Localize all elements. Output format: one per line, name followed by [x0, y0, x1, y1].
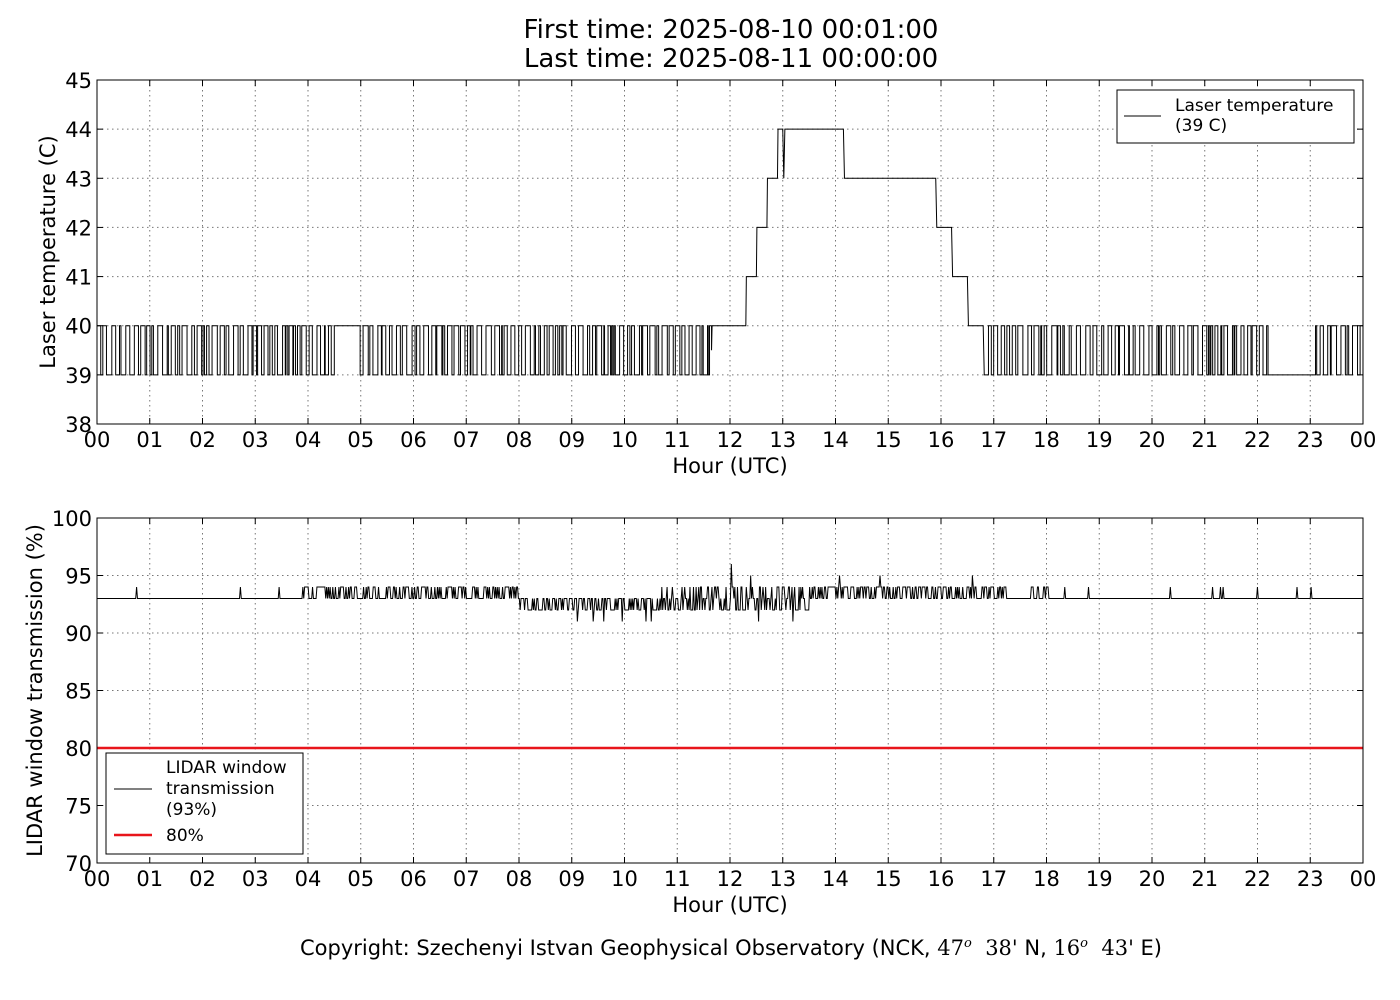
legend-label-lidar-transmission: (93%) [166, 800, 217, 820]
x-tick-label: 09 [558, 428, 585, 452]
y-tick-label: 42 [65, 216, 92, 240]
x-tick-label: 13 [769, 428, 796, 452]
y-tick-label: 41 [65, 266, 92, 290]
x-tick-label: 19 [1086, 867, 1113, 891]
x-tick-label: 19 [1086, 428, 1113, 452]
x-tick-label: 23 [1297, 428, 1324, 452]
footer-lat-deg: 47o 38' [937, 936, 1018, 960]
x-tick-label: 07 [453, 867, 480, 891]
legend-box [105, 752, 304, 855]
laser-temperature-chart: 00 01 02 03 04 05 06 07 08 09 10 11 12 13 14 15 16 17 18 19… [36, 69, 1376, 478]
axis-ticks: 00 01 02 03 04 05 06 07 08 09 10 11 12 13 14 15 16 17 18 19… [65, 69, 1376, 452]
legend-label-laser-temperature: (39 C) [1175, 116, 1227, 136]
y-tick-label: 38 [65, 413, 92, 437]
title-last-time: Last time: 2025-08-11 00:00:00 [523, 44, 939, 74]
x-tick-label: 05 [347, 428, 374, 452]
y-tick-label: 85 [65, 680, 92, 704]
legend-label-laser-temperature: Laser temperature [1175, 96, 1333, 116]
y-axis-label: Laser temperature (C) [36, 135, 60, 368]
x-tick-label: 05 [347, 867, 374, 891]
x-tick-label: 04 [295, 867, 322, 891]
x-tick-label: 07 [453, 428, 480, 452]
legend-label-lidar-transmission: transmission [166, 779, 275, 799]
y-tick-label: 90 [65, 622, 92, 646]
x-tick-label: 00 [1350, 428, 1377, 452]
y-tick-label: 43 [65, 167, 92, 191]
x-tick-label: 12 [717, 867, 744, 891]
x-tick-label: 09 [558, 867, 585, 891]
y-tick-label: 75 [65, 795, 92, 819]
x-tick-label: 08 [506, 867, 533, 891]
y-tick-label: 44 [65, 118, 92, 142]
x-tick-label: 13 [769, 867, 796, 891]
x-tick-label: 20 [1139, 867, 1166, 891]
x-tick-label: 00 [84, 867, 111, 891]
y-tick-label: 45 [65, 69, 92, 93]
x-tick-label: 06 [400, 428, 427, 452]
y-tick-label: 70 [65, 852, 92, 876]
axis-ticks: 00 01 02 03 04 05 06 07 08 09 10 11 12 13 14 15 16 17 18 19… [52, 507, 1376, 891]
x-axis-label: Hour (UTC) [672, 893, 787, 917]
y-tick-label: 95 [65, 565, 92, 589]
x-tick-label: 02 [189, 428, 216, 452]
x-tick-label: 06 [400, 867, 427, 891]
x-tick-label: 10 [611, 428, 638, 452]
series-line-lidar-transmission [97, 563, 1363, 622]
x-axis-label: Hour (UTC) [672, 454, 787, 478]
x-tick-label: 14 [822, 867, 849, 891]
x-tick-label: 11 [664, 428, 691, 452]
x-tick-label: 03 [242, 867, 269, 891]
x-tick-label: 01 [136, 428, 163, 452]
plot-frame [96, 517, 1364, 864]
x-tick-label: 22 [1244, 428, 1271, 452]
footer-lon-deg: 16o 43' [1053, 936, 1134, 960]
x-tick-label: 11 [664, 867, 691, 891]
x-tick-label: 12 [717, 428, 744, 452]
title-first-time: First time: 2025-08-10 00:01:00 [523, 15, 939, 45]
legend: Laser temperature(39 C) [1116, 89, 1355, 144]
x-tick-label: 18 [1033, 428, 1060, 452]
x-tick-label: 00 [1350, 867, 1377, 891]
y-tick-label: 39 [65, 364, 92, 388]
x-tick-label: 20 [1139, 428, 1166, 452]
x-tick-label: 17 [980, 428, 1007, 452]
x-tick-label: 16 [928, 867, 955, 891]
x-tick-label: 21 [1191, 428, 1218, 452]
y-tick-label: 40 [65, 315, 92, 339]
x-tick-label: 03 [242, 428, 269, 452]
y-tick-label: 100 [52, 507, 92, 531]
x-tick-label: 17 [980, 867, 1007, 891]
x-tick-label: 23 [1297, 867, 1324, 891]
legend-label-threshold: 80% [166, 826, 204, 846]
x-tick-label: 10 [611, 867, 638, 891]
footer-lon-dir: E) [1133, 936, 1162, 960]
x-tick-label: 04 [295, 428, 322, 452]
x-tick-label: 15 [875, 867, 902, 891]
x-tick-label: 08 [506, 428, 533, 452]
x-tick-label: 21 [1191, 867, 1218, 891]
series-line-laser-temperature [97, 128, 1364, 376]
y-axis-label: LIDAR window transmission (%) [23, 524, 47, 857]
x-tick-label: 00 [84, 428, 111, 452]
plot-frame [96, 79, 1364, 425]
x-tick-label: 18 [1033, 867, 1060, 891]
footer-prefix: Copyright: Szechenyi Istvan Geophysical … [299, 936, 938, 960]
footer-lat-dir: N, [1017, 936, 1054, 960]
x-tick-label: 16 [928, 428, 955, 452]
x-tick-label: 15 [875, 428, 902, 452]
x-tick-label: 01 [136, 867, 163, 891]
x-tick-label: 22 [1244, 867, 1271, 891]
x-tick-label: 02 [189, 867, 216, 891]
y-tick-label: 80 [65, 737, 92, 761]
copyright-footer: Copyright: Szechenyi Istvan Geophysical … [0, 936, 1400, 960]
legend-label-lidar-transmission: LIDAR window [166, 758, 287, 778]
figure-title: First time: 2025-08-10 00:01:00 Last tim… [0, 16, 1400, 74]
lidar-transmission-chart: 00 01 02 03 04 05 06 07 08 09 10 11 12 13 14 15 16 17 18 19… [23, 507, 1376, 917]
x-tick-label: 14 [822, 428, 849, 452]
